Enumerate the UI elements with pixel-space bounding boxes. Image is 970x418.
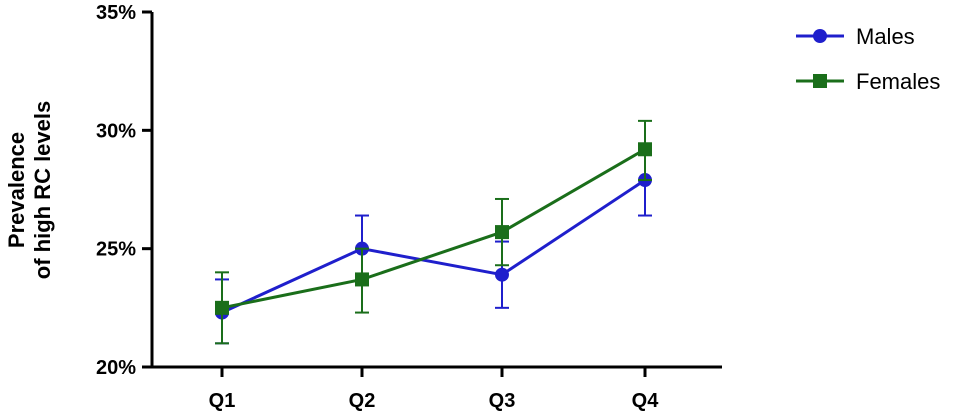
series-males bbox=[215, 143, 652, 345]
data-point bbox=[638, 142, 652, 157]
x-tick-label: Q3 bbox=[489, 390, 516, 412]
legend-marker bbox=[813, 74, 827, 88]
data-point bbox=[495, 267, 509, 282]
y-axis-title-line-1: Prevalence bbox=[4, 132, 29, 248]
y-tick-label: 20% bbox=[96, 357, 136, 379]
legend-label: Females bbox=[856, 69, 940, 94]
y-ticks: 20% 25% 30% 35% bbox=[96, 2, 152, 379]
x-tick-label: Q2 bbox=[349, 390, 376, 412]
legend: Males Females bbox=[796, 24, 940, 94]
series-line bbox=[221, 147, 646, 310]
legend-item-females: Females bbox=[796, 69, 940, 94]
y-tick-label: 35% bbox=[96, 2, 136, 24]
legend-label: Males bbox=[856, 24, 915, 49]
x-tick-label: Q1 bbox=[209, 390, 236, 412]
data-point bbox=[495, 225, 509, 240]
axes bbox=[150, 12, 722, 369]
y-tick-label: 30% bbox=[96, 120, 136, 142]
y-axis-title-line-2: of high RC levels bbox=[30, 101, 55, 279]
series-layer bbox=[215, 119, 652, 345]
series-line bbox=[221, 178, 646, 314]
series-females bbox=[215, 119, 652, 345]
x-tick-label: Q4 bbox=[632, 390, 660, 412]
legend-item-males: Males bbox=[796, 24, 915, 49]
legend-marker bbox=[813, 29, 827, 43]
data-point bbox=[215, 300, 229, 315]
y-tick-label: 25% bbox=[96, 239, 136, 261]
y-axis-title: Prevalence of high RC levels bbox=[4, 101, 55, 279]
x-ticks: Q1 Q2 Q3 Q4 bbox=[209, 367, 660, 412]
data-point bbox=[355, 272, 369, 287]
